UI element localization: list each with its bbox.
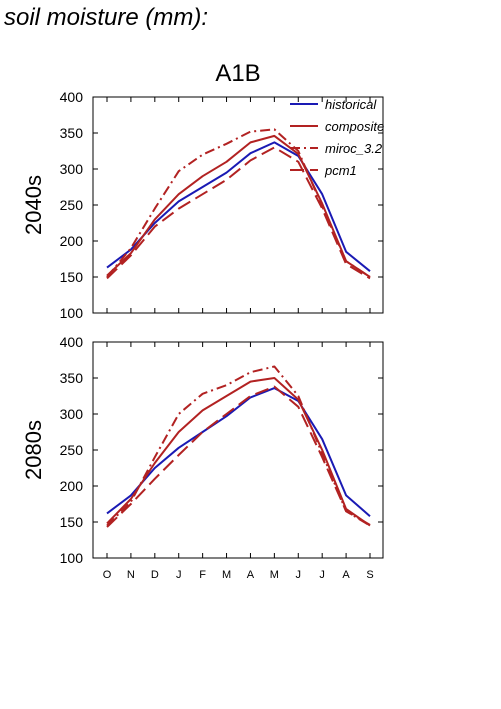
x-tick-label: N	[127, 569, 135, 581]
series-line-composite	[106, 377, 371, 527]
y-tick-label: 200	[60, 233, 84, 249]
x-tick-label: M	[270, 569, 279, 581]
y-tick-label: 200	[60, 478, 84, 494]
x-tick-label: A	[247, 569, 255, 581]
y-tick-label: 300	[60, 161, 84, 177]
series-line-miroc-3-2	[106, 128, 371, 278]
x-tick-label: J	[296, 569, 302, 581]
legend-label: historical	[325, 97, 377, 112]
y-tick-label: 250	[60, 197, 84, 213]
panel-label: 2080s	[21, 420, 46, 480]
y-tick-label: 350	[60, 125, 84, 141]
series-line-miroc-3-2	[106, 365, 371, 527]
x-tick-label: S	[366, 569, 373, 581]
series-line-historical	[106, 387, 371, 517]
y-tick-label: 350	[60, 370, 84, 386]
plot-frame	[92, 341, 384, 559]
legend-label: miroc_3.2	[325, 141, 383, 156]
series-line-historical	[106, 141, 371, 272]
x-tick-label: J	[176, 569, 182, 581]
y-tick-label: 150	[60, 269, 84, 285]
y-tick-label: 300	[60, 406, 84, 422]
x-tick-label: O	[103, 569, 112, 581]
y-tick-label: 150	[60, 514, 84, 530]
y-tick-label: 250	[60, 442, 84, 458]
x-tick-label: A	[342, 569, 350, 581]
y-tick-label: 400	[60, 89, 84, 105]
series-line-pcm1	[106, 385, 371, 528]
x-tick-label: D	[151, 569, 159, 581]
x-tick-label: F	[199, 569, 206, 581]
legend-label: pcm1	[324, 163, 357, 178]
y-tick-label: 100	[60, 305, 84, 321]
panel-label: 2040s	[21, 175, 46, 235]
legend-label: composite	[325, 119, 384, 134]
x-tick-label: J	[319, 569, 325, 581]
series-line-pcm1	[106, 146, 371, 280]
x-tick-label: M	[222, 569, 231, 581]
series-line-composite	[106, 134, 371, 278]
y-tick-label: 100	[60, 550, 84, 566]
scenario-title: A1B	[215, 60, 260, 87]
page-title: soil moisture (mm):	[4, 4, 209, 31]
y-tick-label: 400	[60, 334, 84, 350]
